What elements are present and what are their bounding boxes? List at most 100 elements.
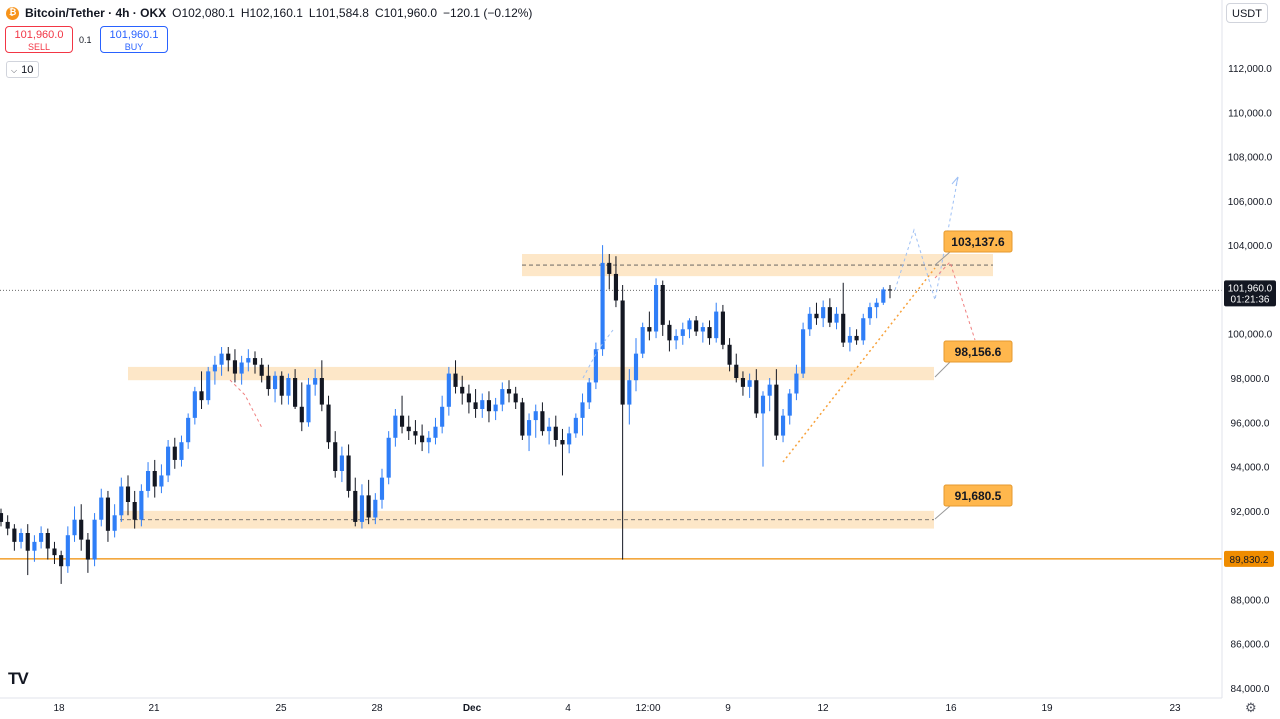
candle-body	[59, 555, 64, 567]
time-tick-label: 16	[945, 703, 957, 714]
current-price-tag	[1224, 280, 1276, 307]
symbol-title[interactable]: Bitcoin/Tether · 4h · OKX	[25, 6, 167, 20]
price-axis-bg	[1222, 0, 1280, 719]
time-tick-label: 28	[371, 703, 383, 714]
candle-body	[580, 402, 585, 418]
candle-body	[72, 519, 77, 536]
candle-body	[453, 373, 458, 387]
candle-body	[687, 320, 692, 330]
candle-body	[767, 384, 772, 396]
candle-body	[633, 353, 639, 381]
candle-body	[379, 477, 385, 500]
candle-body	[593, 349, 598, 383]
candle-body	[553, 426, 558, 440]
candle-body	[473, 402, 478, 409]
candle-body	[199, 391, 204, 401]
lot-size-dropdown[interactable]: ⌵ 10	[6, 61, 39, 78]
candle-body	[560, 440, 565, 445]
candle-body	[266, 375, 271, 390]
lot-size-value: 10	[21, 64, 34, 76]
price-tick-label: 84,000.0	[1231, 684, 1270, 695]
candle-body	[567, 433, 572, 445]
tradingview-logo-icon[interactable]: TV	[8, 669, 29, 688]
candle-body	[460, 386, 465, 394]
candle-body	[393, 415, 398, 438]
candle-body	[887, 289, 893, 291]
candle-body	[446, 373, 451, 407]
drawings-layer: 103,137.6 98,156.6 91,680.5	[229, 176, 1013, 520]
candle-body	[734, 364, 739, 378]
candle-body	[694, 320, 699, 332]
price-tick-label: 112,000.0	[1228, 64, 1272, 75]
candle-body	[346, 455, 351, 491]
candle-body	[386, 437, 391, 478]
callout-label: 103,137.6	[951, 235, 1005, 249]
candle-body	[212, 364, 217, 372]
candle-body	[413, 431, 418, 436]
candle-body	[159, 475, 164, 487]
candle-body	[821, 307, 826, 319]
price-tick-label: 104,000.0	[1228, 241, 1273, 252]
bitcoin-logo-icon	[6, 6, 19, 20]
candle-body	[0, 513, 4, 522]
candle-body	[814, 313, 819, 319]
candle-body	[513, 393, 518, 403]
buy-label: BUY	[124, 42, 144, 52]
candle-body	[433, 426, 438, 438]
candle-body	[293, 378, 298, 407]
candle-body	[807, 313, 812, 330]
ohlc-close: C101,960.0	[374, 6, 438, 20]
time-tick-label: 19	[1041, 703, 1053, 714]
candle-body	[747, 380, 752, 387]
callout-box	[943, 484, 1013, 507]
candle-body	[179, 442, 184, 460]
candle-body	[326, 404, 331, 443]
candle-body	[306, 384, 311, 423]
candle-body	[841, 313, 846, 343]
buy-button[interactable]: 101,960.1 BUY	[100, 26, 168, 53]
currency-selector[interactable]: USDT	[1226, 3, 1268, 23]
support-price-value: 89,830.2	[1230, 555, 1269, 566]
time-tick-label: 25	[275, 703, 287, 714]
candle-body	[493, 404, 498, 412]
candle-body	[740, 378, 746, 387]
candle-body	[359, 495, 365, 522]
buy-price: 101,960.1	[109, 29, 159, 41]
settings-gear-icon[interactable]: ⚙	[1245, 700, 1257, 715]
candle-body	[39, 533, 44, 542]
candle-body	[486, 400, 492, 412]
candle-body	[172, 446, 177, 460]
bullish-arrow-head	[951, 176, 959, 187]
candle-body	[547, 426, 552, 432]
candle-body	[607, 262, 612, 274]
candle-body	[52, 548, 57, 556]
candle-body	[647, 327, 652, 332]
candle-body	[219, 353, 224, 365]
candle-body	[874, 302, 879, 308]
candle-body	[587, 382, 592, 403]
candle-body	[794, 373, 799, 394]
callout-label: 98,156.6	[955, 345, 1002, 359]
price-tick-label: 96,000.0	[1231, 418, 1270, 429]
candle-body	[99, 497, 104, 520]
candle-body	[299, 406, 304, 423]
candle-body	[319, 378, 324, 405]
candles-layer	[0, 245, 893, 584]
price-tick-label: 86,000.0	[1231, 640, 1270, 651]
sell-button[interactable]: 101,960.0 SELL	[5, 26, 73, 53]
candle-body	[246, 358, 251, 363]
candle-body	[854, 335, 859, 341]
candle-body	[573, 417, 578, 434]
candle-body	[613, 273, 619, 301]
candle-body	[5, 521, 10, 529]
candle-body	[420, 435, 425, 443]
candle-body	[667, 324, 672, 341]
candle-body	[25, 533, 30, 551]
candle-body	[132, 502, 137, 520]
candle-body	[45, 533, 50, 549]
candle-body	[239, 362, 244, 374]
candle-body	[727, 344, 732, 365]
candle-body	[339, 455, 344, 471]
time-axis: 18 21 25 28 Dec 4 12:00 9 12 16 19 23	[0, 697, 1222, 714]
